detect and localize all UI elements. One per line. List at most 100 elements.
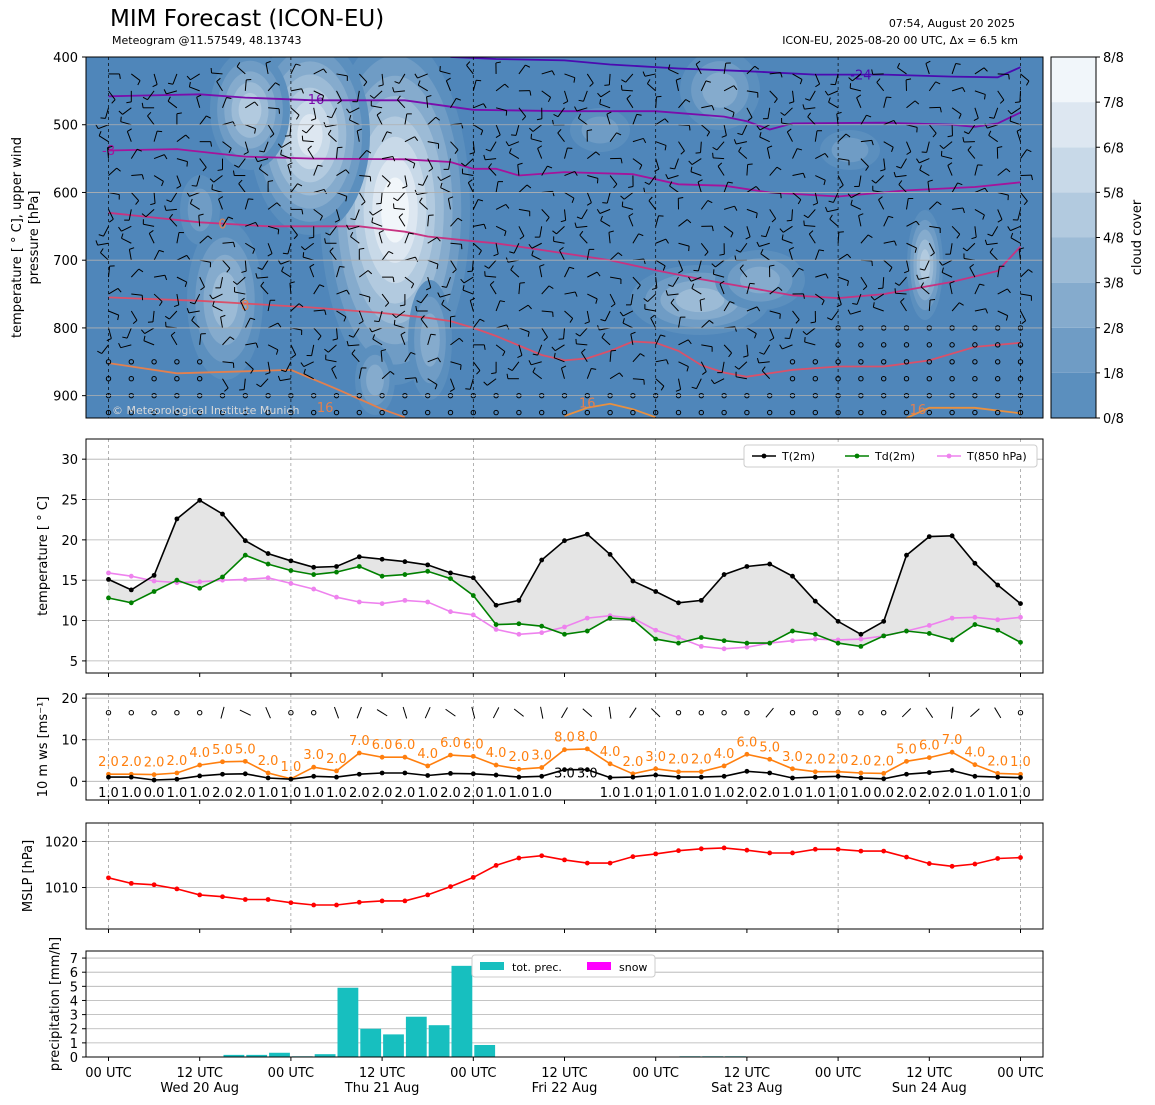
- wind-barb: [170, 335, 178, 346]
- colorbar-segment: [1051, 372, 1096, 418]
- wind-barb-flag: [493, 253, 499, 257]
- calm-wind-marker: [174, 376, 180, 382]
- wind-data-label: 6.0: [737, 735, 758, 750]
- wind-barb: [267, 322, 279, 329]
- wind-speed-line-point: [653, 766, 659, 772]
- wind-barb-flag: [469, 152, 475, 155]
- wind-barb-flag: [466, 61, 471, 66]
- calm-wind-marker: [949, 359, 955, 365]
- wind-barb: [949, 283, 953, 295]
- td2m-line-point: [128, 600, 134, 606]
- wind-barb: [145, 209, 155, 218]
- wind-barb: [608, 73, 611, 85]
- wind-barb: [359, 293, 371, 298]
- wind-barb-flag: [301, 129, 307, 134]
- wind-barb-flag: [281, 266, 284, 272]
- wind-barb-flag: [483, 103, 487, 109]
- wind-data-label: 1.0: [258, 786, 279, 801]
- x-tick-label: 12 UTC: [724, 1066, 770, 1081]
- wind-barb: [860, 276, 868, 287]
- calm-wind-marker: [744, 409, 750, 416]
- wind-barb: [786, 131, 793, 142]
- wind-data-label: 3.0: [782, 750, 803, 765]
- wind-speed-line-point: [949, 749, 955, 755]
- x-tick-label: 00 UTC: [632, 1066, 678, 1081]
- wind-barb-flag: [505, 204, 510, 209]
- wind-speed-line-point: [516, 766, 522, 772]
- legend-label: tot. prec.: [512, 961, 562, 974]
- wind-barb: [804, 341, 816, 346]
- wind-barb-flag: [1005, 168, 1011, 173]
- wind-barb-flag: [687, 339, 692, 345]
- wind-data-label: 6.0: [919, 739, 940, 754]
- wind-barb: [511, 361, 520, 371]
- wind-barb-flag: [414, 73, 418, 79]
- t850-line-point: [334, 594, 339, 600]
- wind-barb-flag: [232, 170, 235, 176]
- wind-barb-flag: [638, 233, 644, 237]
- wind-data-label: 5.0: [235, 742, 256, 757]
- wind-barb: [336, 310, 347, 318]
- wind-barb: [626, 98, 634, 109]
- mslp-line-point: [995, 856, 1001, 861]
- y-axis-label: MSLP [hPa]: [21, 840, 36, 912]
- wind-barb: [381, 251, 390, 261]
- wind-barb: [329, 251, 337, 261]
- wind-speed-line-black-point: [242, 771, 248, 777]
- calm-wind-marker: [265, 409, 271, 416]
- t2m-line-point: [584, 531, 590, 537]
- wind-barb: [746, 226, 751, 237]
- wind-data-label: 7.0: [942, 733, 963, 748]
- wind-data-label: 2.0: [509, 750, 530, 765]
- wind-barb: [518, 283, 521, 295]
- y-axis-label-line: temperature [ ° C], upper wind: [10, 137, 25, 338]
- wind-barb: [622, 206, 634, 210]
- wind-barb: [700, 141, 702, 153]
- wind-barb: [815, 293, 825, 301]
- wind-barb: [199, 115, 207, 126]
- wind-barb: [427, 237, 438, 244]
- wind-barb-flag: [563, 100, 568, 105]
- wind-data-label: 2.0: [896, 786, 917, 801]
- wind-barb-flag: [789, 246, 794, 251]
- wind-barb: [540, 706, 544, 719]
- wind-barb: [765, 707, 774, 718]
- t850-line-point: [448, 609, 453, 615]
- wind-barb-flag: [527, 331, 530, 337]
- wind-barb-flag: [781, 234, 784, 240]
- td2m-line-point: [402, 572, 408, 577]
- calm-wind-marker: [197, 409, 203, 416]
- wind-barb: [98, 135, 109, 143]
- wind-data-label: 4.0: [417, 747, 438, 762]
- wind-barb-flag: [779, 344, 783, 350]
- wind-barb: [672, 276, 679, 287]
- mslp-line-point: [653, 851, 659, 857]
- calm-wind-marker: [698, 710, 704, 716]
- wind-barb-flag: [551, 70, 555, 76]
- legend-label: T(2m): [781, 450, 815, 463]
- wind-barb: [313, 309, 325, 312]
- wind-barb: [220, 316, 223, 329]
- y-tick-label: 900: [53, 390, 78, 405]
- wind-barb-flag: [363, 81, 368, 87]
- wind-barb: [997, 168, 1007, 176]
- wind-data-label: 3.0: [577, 767, 598, 782]
- wind-barb: [509, 152, 520, 160]
- wind-barb: [924, 259, 930, 271]
- wind-barb: [376, 709, 388, 717]
- wind-barb: [244, 361, 254, 370]
- wind-barb: [261, 259, 269, 270]
- colorbar-tick-label: 8/8: [1103, 51, 1124, 66]
- calm-wind-marker: [174, 710, 180, 716]
- wind-data-label: 2.0: [987, 754, 1008, 769]
- y-tick-label: 30: [61, 453, 78, 468]
- wind-barb: [554, 344, 565, 352]
- wind-speed-line-point: [767, 756, 773, 762]
- wind-barb: [827, 208, 839, 213]
- td2m-line-point: [288, 568, 294, 573]
- wind-barb: [700, 242, 709, 253]
- calm-wind-marker: [903, 409, 910, 416]
- wind-barb-flag: [877, 287, 883, 290]
- wind-speed-line-black-point: [584, 767, 590, 773]
